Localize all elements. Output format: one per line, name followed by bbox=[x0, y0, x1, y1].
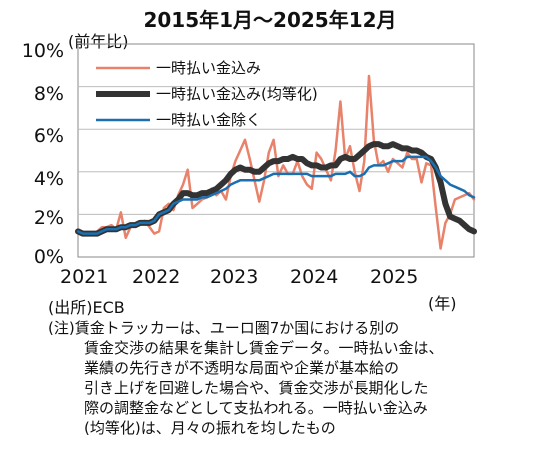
y-tick-label: 2% bbox=[33, 207, 64, 229]
footnote-line: 業績の先行きが不透明な局面や企業が基本給の bbox=[84, 359, 400, 377]
x-tick-label: 2025 bbox=[370, 266, 419, 288]
x-tick-label: 2021 bbox=[60, 266, 109, 288]
x-tick-label: 2024 bbox=[290, 266, 339, 288]
x-tick-label: 2023 bbox=[210, 266, 259, 288]
series-line-2 bbox=[76, 155, 476, 235]
y-tick-label: 4% bbox=[33, 168, 64, 190]
y-tick-label: 6% bbox=[33, 125, 64, 147]
x-tick-label: 2022 bbox=[132, 266, 181, 288]
y-tick-label: 8% bbox=[33, 83, 64, 105]
legend-label: 一時払い金除く bbox=[156, 111, 261, 129]
y-tick-label: 10% bbox=[21, 40, 64, 62]
y-unit-label: (前年比) bbox=[68, 32, 129, 51]
footnote-line: 際の調整金などとして支払われる。一時払い金込み bbox=[84, 399, 428, 417]
chart-title: 2015年1月～2025年12月 bbox=[143, 8, 397, 32]
source-note: (出所)ECB bbox=[48, 298, 125, 317]
legend-label: 一時払い金込み bbox=[156, 59, 261, 77]
x-unit-label: (年) bbox=[428, 294, 457, 313]
footnote: (注)賃金トラッカーは、ユーロ圏7か国における別の 賃金交渉の結果を集計し賃金デ… bbox=[48, 318, 444, 438]
legend-label: 一時払い金込み(均等化) bbox=[156, 85, 318, 103]
series-lines bbox=[75, 74, 477, 250]
footnote-line: 引き上げを回避した場合や、賃金交渉が長期化した bbox=[84, 379, 429, 397]
y-tick-label: 0% bbox=[33, 246, 64, 268]
plot-frame bbox=[77, 43, 475, 258]
footnote-line: (均等化)は、月々の振れを均したもの bbox=[84, 419, 336, 437]
footnote-line: 賃金交渉の結果を集計し賃金データ。一時払い金は、 bbox=[84, 339, 444, 357]
grid-lines bbox=[78, 86, 474, 215]
footnote-line: (注)賃金トラッカーは、ユーロ圏7か国における別の bbox=[48, 319, 400, 337]
